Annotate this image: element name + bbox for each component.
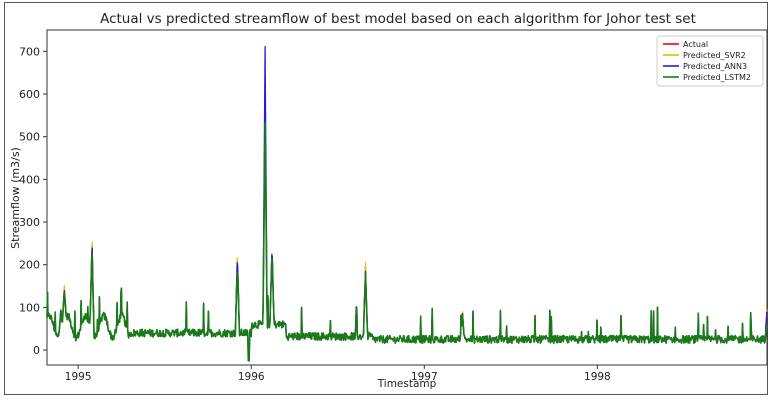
legend-label: Predicted_ANN3: [683, 62, 747, 71]
legend-label: Predicted_LSTM2: [683, 73, 751, 82]
y-tick-label: 500: [19, 131, 40, 144]
legend: Actual Predicted_SVR2 Predicted_ANN3 Predic…: [656, 35, 764, 87]
legend-label: Predicted_SVR2: [683, 51, 746, 60]
chart-title: Actual vs predicted streamflow of best m…: [100, 11, 696, 27]
y-tick-label: 400: [19, 173, 40, 186]
series-lines: [46, 45, 768, 362]
legend-label: Actual: [683, 40, 708, 49]
y-axis: 0 100 200 300 400 500 600 700: [19, 45, 47, 357]
y-tick-label: 700: [19, 45, 40, 58]
x-axis: 1995 1996 1997 1998: [65, 365, 611, 383]
y-tick-label: 100: [19, 301, 40, 314]
plot-area: [46, 29, 768, 366]
y-tick-label: 300: [19, 216, 40, 229]
y-tick-label: 0: [33, 344, 40, 357]
legend-box: [656, 35, 764, 87]
figure-frame: Actual vs predicted streamflow of best m…: [4, 2, 768, 395]
x-axis-label: Timestamp: [377, 378, 437, 390]
x-tick-label: 1997: [411, 371, 438, 383]
y-tick-label: 600: [19, 88, 40, 101]
y-axis-label: Streamflow (m3/s): [9, 147, 22, 249]
x-tick-label: 1995: [65, 371, 92, 383]
x-tick-label: 1996: [238, 371, 265, 383]
y-tick-label: 200: [19, 259, 40, 272]
series-line-predicted-lstm2: [46, 122, 768, 362]
streamflow-chart: Actual vs predicted streamflow of best m…: [9, 11, 768, 390]
x-tick-label: 1998: [584, 371, 611, 383]
